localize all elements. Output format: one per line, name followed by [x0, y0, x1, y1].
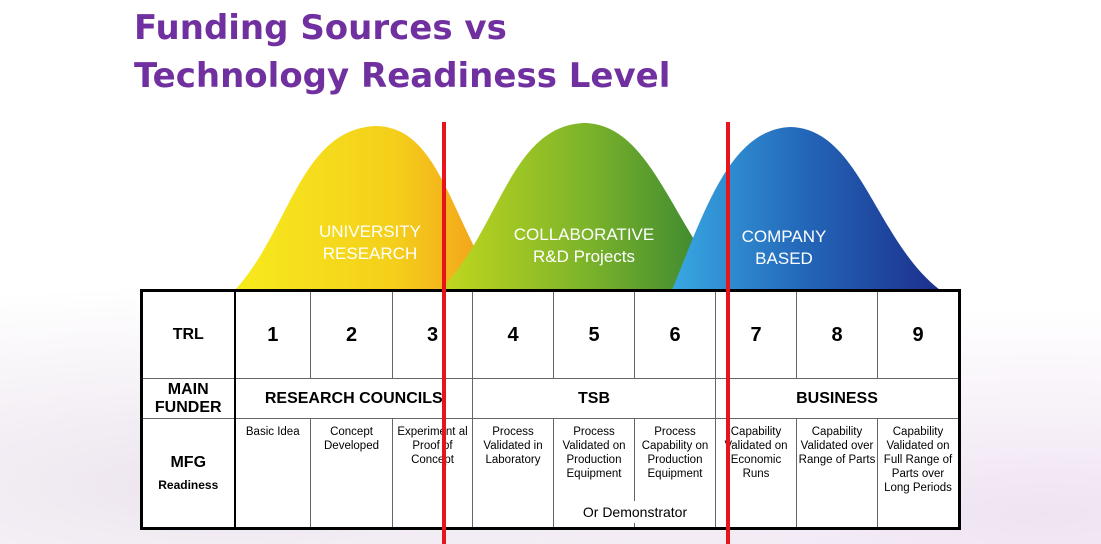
collaborative-label-line1: COLLABORATIVE [513, 225, 655, 244]
trl-row: TRL 1 2 3 4 5 6 7 8 9 [141, 290, 960, 379]
mfg-cell-8: Capability Validated over Range of Parts [796, 418, 878, 529]
company-based-hump [672, 127, 940, 290]
trl-level-1: 1 [234, 290, 311, 379]
trl-level-9: 9 [877, 290, 960, 379]
company-label-line1: COMPANY [741, 227, 827, 246]
collaborative-label-line2: R&D Projects [532, 247, 636, 266]
title-line-2: Technology Readiness Level [134, 56, 671, 96]
mfg-cell-4: Process Validated in Laboratory [472, 418, 554, 529]
trl-level-4: 4 [472, 290, 554, 379]
mfg-cell-1: Basic Idea [234, 418, 311, 529]
main-funder-label-line1: MAIN [167, 380, 209, 398]
collaborative-rd-hump [440, 123, 730, 290]
trl-row-label: TRL [141, 290, 236, 379]
university-label-line2: RESEARCH [322, 244, 418, 263]
hump-label-company: COMPANY BASED [722, 226, 846, 270]
main-funder-label-line2: FUNDER [154, 398, 222, 416]
or-demonstrator-note: Or Demonstrator [568, 501, 702, 523]
trl-level-2: 2 [310, 290, 393, 379]
main-funder-row-label: MAIN FUNDER [141, 378, 236, 419]
university-label-line1: UNIVERSITY [318, 222, 422, 241]
hump-label-university: UNIVERSITY RESEARCH [300, 221, 440, 265]
university-research-hump [235, 126, 500, 290]
main-funder-row: MAIN FUNDER RESEARCH COUNCILS TSB BUSINE… [141, 378, 960, 419]
mfg-cell-9: Capability Validated on Full Range of Pa… [877, 418, 960, 529]
trl-level-5: 5 [553, 290, 635, 379]
mfg-label-line2: Readiness [158, 478, 219, 492]
mfg-cell-3: Experiment al Proof of Concept [392, 418, 473, 529]
hump-label-collaborative: COLLABORATIVE R&D Projects [492, 224, 676, 268]
red-divider-right [726, 122, 730, 544]
trl-level-8: 8 [796, 290, 878, 379]
trl-level-6: 6 [634, 290, 716, 379]
red-divider-left [442, 122, 446, 544]
mfg-readiness-row: MFG Readiness Basic Idea Concept Develop… [141, 418, 960, 529]
mfg-readiness-row-label: MFG Readiness [141, 418, 236, 529]
trl-level-3: 3 [392, 290, 473, 379]
trl-table: TRL 1 2 3 4 5 6 7 8 9 MAIN FUNDER RESEAR… [140, 289, 961, 530]
mfg-label-line1: MFG [170, 454, 207, 471]
funder-research-councils: RESEARCH COUNCILS [234, 378, 473, 419]
page-title: Funding Sources vs Technology Readiness … [134, 4, 670, 100]
funder-tsb: TSB [472, 378, 716, 419]
company-label-line2: BASED [755, 249, 813, 268]
funder-business: BUSINESS [715, 378, 960, 419]
title-line-1: Funding Sources vs [134, 8, 507, 48]
mfg-cell-2: Concept Developed [310, 418, 393, 529]
